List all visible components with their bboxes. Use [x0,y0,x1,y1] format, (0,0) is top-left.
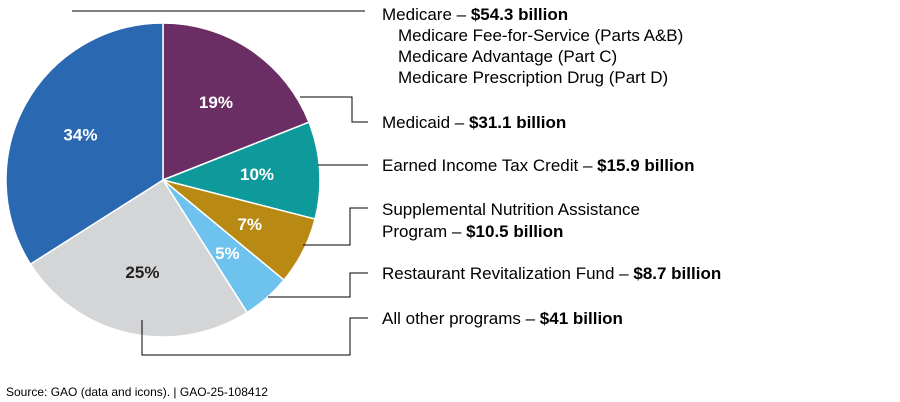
percent-label-restaurant-revitalization-fund: 5% [215,244,240,263]
percent-label-medicaid: 19% [199,93,233,112]
label-snap-name: Program – [382,222,467,241]
label-snap-line1: Supplemental Nutrition Assistance [382,200,640,219]
slice-earned-income-tax-credit [160,121,321,220]
label-medicaid: Medicaid – $31.1 billion [382,112,566,133]
label-medicaid-name: Medicaid – [382,113,469,132]
label-rrf-name: Restaurant Revitalization Fund – [382,264,634,283]
percent-label-medicare: 34% [63,126,97,145]
percent-label-supplemental-nutrition-assistance-program: 7% [237,215,262,234]
leader-line-snap [303,207,368,246]
leader-line-medicaid [300,96,368,123]
label-other: All other programs – $41 billion [382,308,623,329]
label-eitc-value: $15.9 billion [597,156,695,175]
label-snap-line2: Program – $10.5 billion [382,221,563,242]
label-medicare-value: $54.3 billion [470,5,569,24]
percent-labels: 19% 10% 7% 5% 25% 34% [63,93,274,282]
label-rrf: Restaurant Revitalization Fund – $8.7 bi… [382,263,721,284]
leader-line-other [141,317,368,356]
pie-slices [5,22,321,338]
label-medicare: Medicare – $54.3 billion [382,4,568,25]
medicare-part-ab: Medicare Fee-for-Service (Parts A&B) [398,26,684,45]
percent-label-all-other-programs: 25% [125,263,159,282]
percent-label-earned-income-tax-credit: 10% [240,165,274,184]
source-note: Source: GAO (data and icons). | GAO-25-1… [6,385,268,399]
medicare-part-d: Medicare Prescription Drug (Part D) [398,68,669,87]
leader-line-rrf [268,272,368,298]
label-medicaid-value: $31.1 billion [468,113,567,132]
label-rrf-value: $8.7 billion [633,264,722,283]
label-eitc-name: Earned Income Tax Credit – [382,156,598,175]
slice-all-other-programs [29,178,249,338]
label-other-name: All other programs – [382,309,540,328]
slice-medicaid [162,22,310,182]
leader-lines [72,10,368,356]
slice-medicare [5,22,164,266]
label-other-value: $41 billion [539,309,623,328]
medicare-part-c: Medicare Advantage (Part C) [398,47,618,66]
label-medicare-name: Medicare – [382,5,471,24]
label-eitc: Earned Income Tax Credit – $15.9 billion [382,155,694,176]
label-snap-value: $10.5 billion [466,222,564,241]
